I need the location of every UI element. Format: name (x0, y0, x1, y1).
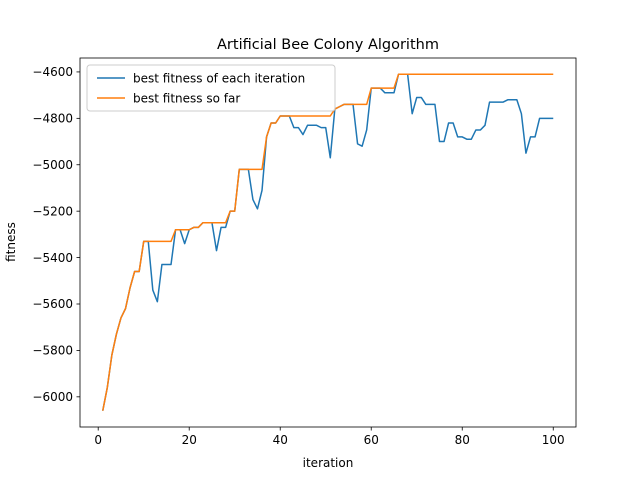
series-line-2 (102, 73, 554, 411)
axes-frame (79, 57, 577, 428)
plot-area: 0 20 40 60 80 100 −6000 −5800 −5600 −5400 −5200 −50… (32, 57, 577, 447)
y-tick-label: −5200 (32, 204, 73, 218)
legend-label-1: best fitness of each iteration (133, 71, 305, 85)
x-tick-label: 100 (542, 433, 565, 447)
y-tick-label: −5800 (32, 344, 73, 358)
x-tick-label: 60 (364, 433, 379, 447)
x-tick-label: 80 (455, 433, 470, 447)
x-tick-label: 0 (94, 433, 102, 447)
y-tick-label: −5600 (32, 297, 73, 311)
y-tick-label: −4800 (32, 112, 73, 126)
y-tick-label: −4600 (32, 65, 73, 79)
y-axis-label: fitness (4, 222, 18, 262)
x-axis-label: iteration (303, 456, 354, 470)
y-tick-label: −5000 (32, 158, 73, 172)
y-tick-label: −6000 (32, 390, 73, 404)
legend-label-2: best fitness so far (133, 91, 240, 105)
legend-box (86, 64, 336, 112)
x-tick-label: 40 (273, 433, 288, 447)
x-tick-label: 20 (182, 433, 197, 447)
y-tick-label: −5400 (32, 251, 73, 265)
chart-title: Artificial Bee Colony Algorithm (217, 37, 439, 53)
